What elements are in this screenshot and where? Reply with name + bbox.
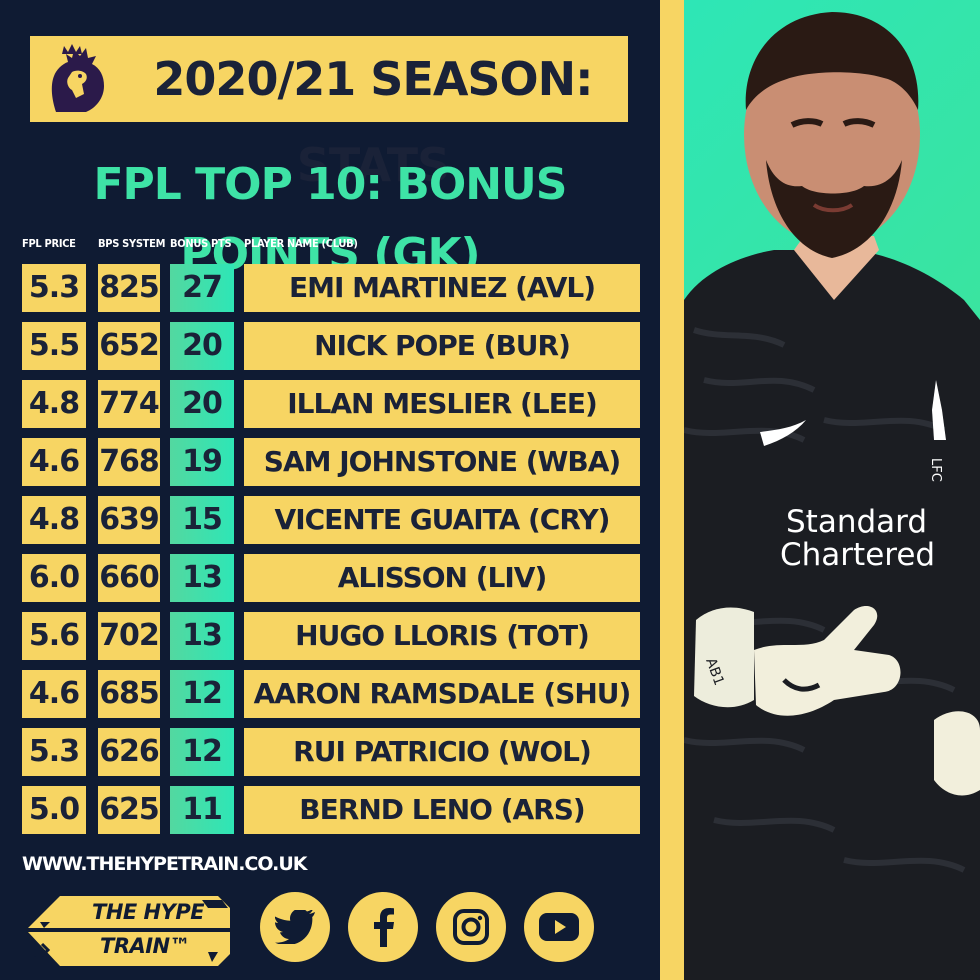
bps-cell: 825 (98, 264, 160, 312)
header-bps-system: BPS SYSTEM (98, 237, 166, 250)
player-name-cell: VICENTE GUAITA (CRY) (244, 496, 640, 544)
bonus-cell: 20 (170, 380, 234, 428)
kit-sponsor-line-1: Standard (786, 504, 927, 540)
goalkeeper-image: Standard Chartered LFC AB1 (684, 12, 980, 980)
bonus-cell: 19 (170, 438, 234, 486)
price-cell: 5.5 (22, 322, 86, 370)
player-name-cell: ILLAN MESLIER (LEE) (244, 380, 640, 428)
twitter-button[interactable] (260, 892, 330, 962)
price-cell: 4.8 (22, 496, 86, 544)
player-name-cell: ALISSON (LIV) (244, 554, 640, 602)
table-row: 4.8 639 15 VICENTE GUAITA (CRY) (0, 496, 660, 546)
divider-stripe (660, 0, 684, 980)
table-row: 4.6 685 12 AARON RAMSDALE (SHU) (0, 670, 660, 720)
instagram-icon (453, 909, 489, 945)
table-header: FPL PRICE BPS SYSTEM BONUS PTS PLAYER NA… (0, 232, 660, 256)
price-cell: 5.0 (22, 786, 86, 834)
price-cell: 5.6 (22, 612, 86, 660)
title-banner: 2020/21 SEASON: STATS (30, 36, 628, 192)
facebook-button[interactable] (348, 892, 418, 962)
bonus-cell: 15 (170, 496, 234, 544)
bps-cell: 768 (98, 438, 160, 486)
bps-cell: 652 (98, 322, 160, 370)
facebook-icon (374, 908, 394, 947)
bps-cell: 702 (98, 612, 160, 660)
player-name-cell: HUGO LLORIS (TOT) (244, 612, 640, 660)
bps-cell: 625 (98, 786, 160, 834)
price-cell: 5.3 (22, 264, 86, 312)
bonus-cell: 13 (170, 612, 234, 660)
price-cell: 5.3 (22, 728, 86, 776)
table-row: 5.5 652 20 NICK POPE (BUR) (0, 322, 660, 372)
player-name-cell: EMI MARTINEZ (AVL) (244, 264, 640, 312)
table-row: 5.6 702 13 HUGO LLORIS (TOT) (0, 612, 660, 662)
price-cell: 4.8 (22, 380, 86, 428)
table-row: 4.6 768 19 SAM JOHNSTONE (WBA) (0, 438, 660, 488)
header-bonus-pts: BONUS PTS (170, 237, 232, 250)
brand-line-1: THE HYPE (92, 900, 205, 924)
player-photo: Standard Chartered LFC AB1 (684, 0, 980, 980)
table-row: 6.0 660 13 ALISSON (LIV) (0, 554, 660, 604)
hype-train-logo[interactable]: THE HYPE TRAIN™ (22, 892, 236, 970)
bps-cell: 639 (98, 496, 160, 544)
player-name-cell: BERND LENO (ARS) (244, 786, 640, 834)
kit-crest-text: LFC (928, 458, 943, 482)
player-name-cell: RUI PATRICIO (WOL) (244, 728, 640, 776)
bps-cell: 774 (98, 380, 160, 428)
premier-league-lion-icon (51, 44, 104, 112)
table-row: 4.8 774 20 ILLAN MESLIER (LEE) (0, 380, 660, 430)
price-cell: 4.6 (22, 670, 86, 718)
table-row: 5.3 626 12 RUI PATRICIO (WOL) (0, 728, 660, 778)
train-shape-icon (28, 896, 230, 966)
price-cell: 4.6 (22, 438, 86, 486)
price-cell: 6.0 (22, 554, 86, 602)
bonus-cell: 11 (170, 786, 234, 834)
bonus-cell: 12 (170, 670, 234, 718)
kit-sponsor-line-2: Chartered (780, 537, 935, 573)
page-subtitle: FPL TOP 10: BONUS POINTS (GK) (93, 159, 568, 280)
header-player-name: PLAYER NAME (CLUB) (244, 237, 358, 250)
bonus-cell: 12 (170, 728, 234, 776)
bonus-cell: 27 (170, 264, 234, 312)
table-row: 5.3 825 27 EMI MARTINEZ (AVL) (0, 264, 660, 314)
twitter-icon (275, 910, 315, 944)
brand-line-2: TRAIN™ (100, 934, 191, 958)
player-name-cell: AARON RAMSDALE (SHU) (244, 670, 640, 718)
bonus-cell: 20 (170, 322, 234, 370)
instagram-button[interactable] (436, 892, 506, 962)
bps-cell: 626 (98, 728, 160, 776)
table-row: 5.0 625 11 BERND LENO (ARS) (0, 786, 660, 836)
page-title: 2020/21 SEASON: STATS (153, 52, 593, 192)
website-link[interactable]: WWW.THEHYPETRAIN.CO.UK (22, 853, 307, 875)
player-name-cell: NICK POPE (BUR) (244, 322, 640, 370)
bps-cell: 660 (98, 554, 160, 602)
youtube-icon (539, 913, 579, 941)
youtube-button[interactable] (524, 892, 594, 962)
header-fpl-price: FPL PRICE (22, 237, 76, 250)
bonus-cell: 13 (170, 554, 234, 602)
bps-cell: 685 (98, 670, 160, 718)
player-name-cell: SAM JOHNSTONE (WBA) (244, 438, 640, 486)
